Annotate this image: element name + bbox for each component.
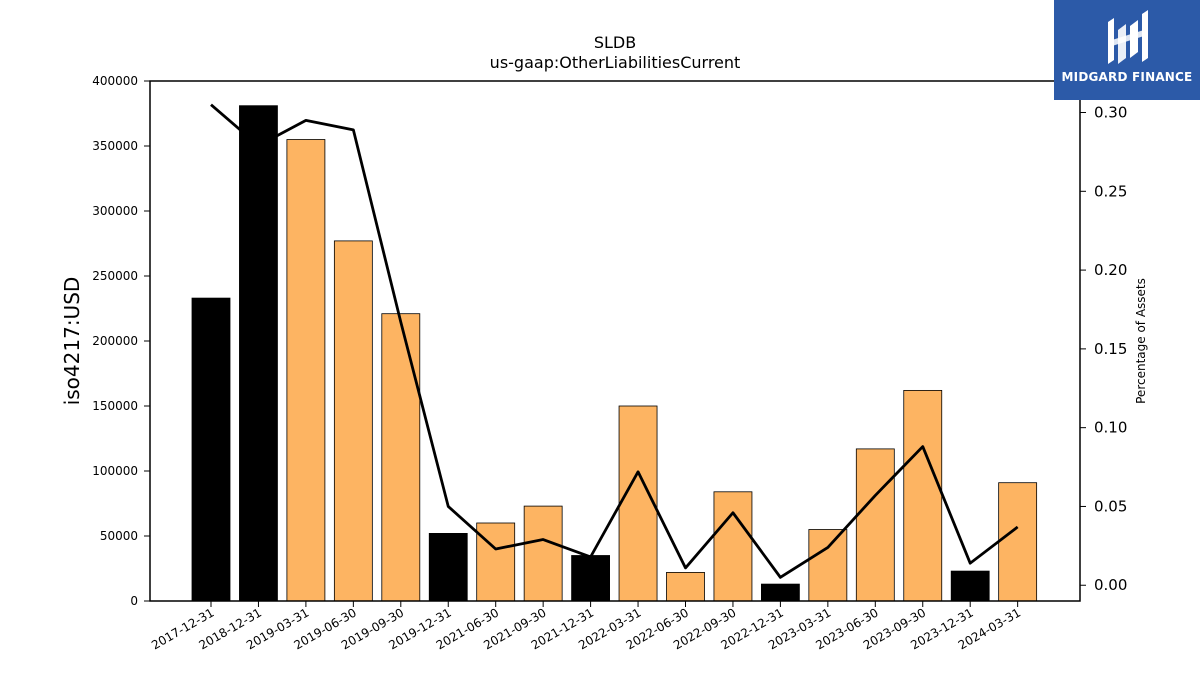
y-right-tick-label: 0.20: [1094, 261, 1127, 279]
midgard-mark-icon: [1108, 10, 1148, 64]
y-axis-label-right: Percentage of Assets: [1134, 278, 1148, 404]
brand-logo: MIDGARD FINANCE: [1054, 0, 1200, 100]
y-left-tick-label: 300000: [92, 204, 138, 218]
bar-2017-12-31: [191, 297, 231, 602]
y-left-tick-label: 0: [130, 594, 138, 608]
bar-2023-03-31: [808, 529, 848, 602]
bar-2022-06-30: [666, 572, 705, 602]
chart-subtitle: us-gaap:OtherLiabilitiesCurrent: [490, 53, 741, 72]
y-left-tick-label: 200000: [92, 334, 138, 348]
bar-2019-03-31: [286, 139, 326, 602]
percentage-line: [210, 103, 1019, 579]
y-axis-left: 0 50000 100000 150000 200000 250000 300000 3500…: [92, 74, 150, 608]
y-left-tick-label: 400000: [92, 74, 138, 88]
y-left-tick-label: 100000: [92, 464, 138, 478]
bar-2019-06-30: [333, 240, 373, 602]
bar-2022-09-30: [713, 491, 753, 602]
line-layer: [210, 103, 1019, 579]
y-axis-label-left: iso4217:USD: [60, 277, 84, 406]
bar-2022-03-31: [618, 405, 658, 602]
bar-2024-03-31: [998, 482, 1038, 602]
y-right-tick-label: 0.25: [1094, 182, 1127, 200]
bar-2021-06-30: [476, 522, 516, 602]
y-left-tick-label: 250000: [92, 269, 138, 283]
x-axis: 2017-12-312018-12-312019-03-312019-06-30…: [149, 601, 1023, 652]
bar-2019-12-31: [428, 533, 468, 602]
brand-name: MIDGARD FINANCE: [1061, 70, 1193, 84]
bar-2023-06-30: [855, 448, 895, 602]
bar-2021-12-31: [571, 555, 610, 602]
bar-2021-09-30: [523, 505, 563, 602]
bar-2019-09-30: [381, 313, 421, 602]
chart-title: SLDB: [594, 33, 636, 52]
bars-layer: [191, 105, 1038, 602]
y-right-tick-label: 0.30: [1094, 104, 1127, 122]
y-right-tick-label: 0.15: [1094, 340, 1127, 358]
bar-2023-09-30: [903, 389, 943, 602]
bar-2022-12-31: [761, 583, 800, 602]
y-right-tick-label: 0.00: [1094, 576, 1127, 594]
y-right-tick-label: 0.10: [1094, 419, 1127, 437]
bar-2023-12-31: [950, 570, 990, 602]
y-left-tick-label: 350000: [92, 139, 138, 153]
y-left-tick-label: 50000: [100, 529, 138, 543]
y-axis-right: 0.00 0.05 0.10 0.15 0.20 0.25 0.30: [1080, 104, 1127, 594]
y-right-tick-label: 0.05: [1094, 497, 1127, 515]
bar-2018-12-31: [239, 105, 278, 602]
y-left-tick-label: 150000: [92, 399, 138, 413]
